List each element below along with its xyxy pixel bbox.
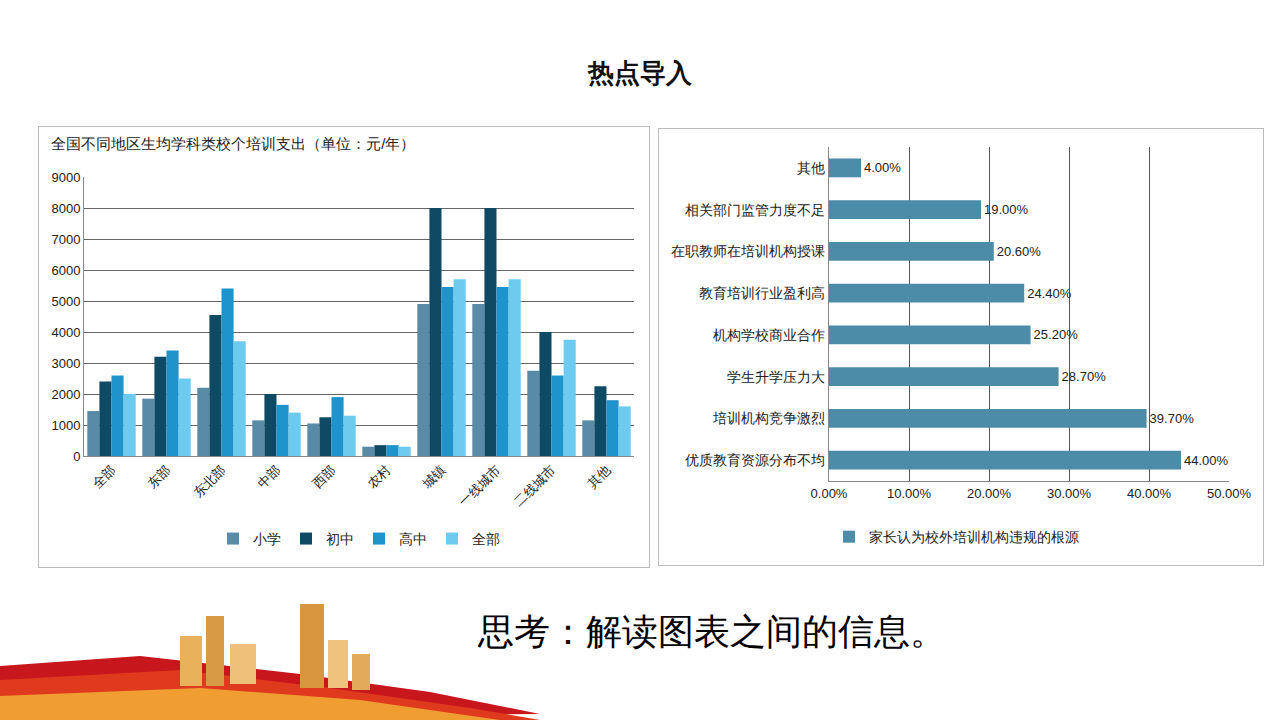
html-text:热点导入: 热点导入 [588, 59, 692, 88]
svg-text:40.00%: 40.00% [1127, 486, 1172, 501]
svg-text:家长认为校外培训机构违规的根源: 家长认为校外培训机构违规的根源 [869, 529, 1079, 545]
svg-text:50.00%: 50.00% [1207, 486, 1252, 501]
svg-text:机构学校商业合作: 机构学校商业合作 [713, 327, 825, 343]
svg-text:44.00%: 44.00% [1184, 453, 1229, 468]
svg-text:城镇: 城镇 [419, 462, 449, 492]
svg-text:25.20%: 25.20% [1034, 327, 1079, 342]
svg-text:9000: 9000 [51, 170, 80, 185]
svg-text:10.00%: 10.00% [887, 486, 932, 501]
svg-text:培训机构竞争激烈: 培训机构竞争激烈 [712, 410, 825, 426]
svg-text:1000: 1000 [51, 418, 80, 433]
svg-text:农村: 农村 [364, 462, 393, 491]
svg-text:教育培训行业盈利高: 教育培训行业盈利高 [699, 285, 825, 301]
svg-text:8000: 8000 [51, 201, 80, 216]
svg-text:中部: 中部 [254, 462, 283, 491]
html-text:思考：解读图表之间的信息。: 思考：解读图表之间的信息。 [478, 612, 946, 652]
svg-text:学生升学压力大: 学生升学压力大 [727, 369, 825, 385]
svg-text:0: 0 [73, 449, 80, 464]
svg-text:初中: 初中 [326, 531, 354, 547]
svg-text:其他: 其他 [797, 160, 825, 176]
svg-text:19.00%: 19.00% [984, 202, 1029, 217]
svg-text:20.60%: 20.60% [997, 244, 1042, 259]
svg-text:二线城市: 二线城市 [511, 462, 558, 509]
svg-text:东部: 东部 [144, 462, 173, 491]
svg-text:4.00%: 4.00% [864, 160, 901, 175]
svg-text:2000: 2000 [51, 387, 80, 402]
svg-text:优质教育资源分布不均: 优质教育资源分布不均 [685, 452, 825, 468]
svg-text:0.00%: 0.00% [811, 486, 848, 501]
svg-text:4000: 4000 [51, 325, 80, 340]
svg-text:7000: 7000 [51, 232, 80, 247]
svg-text:3000: 3000 [51, 356, 80, 371]
svg-text:30.00%: 30.00% [1047, 486, 1092, 501]
svg-text:东北部: 东北部 [190, 462, 228, 500]
svg-text:一线城市: 一线城市 [456, 462, 503, 509]
svg-text:西部: 西部 [309, 462, 338, 491]
svg-text:在职教师在培训机构授课: 在职教师在培训机构授课 [671, 243, 825, 259]
svg-text:高中: 高中 [399, 531, 427, 547]
svg-text:20.00%: 20.00% [967, 486, 1012, 501]
svg-text:5000: 5000 [51, 294, 80, 309]
svg-text:28.70%: 28.70% [1062, 369, 1107, 384]
svg-text:相关部门监管力度不足: 相关部门监管力度不足 [685, 202, 825, 218]
svg-text:其他: 其他 [584, 462, 613, 491]
svg-text:全部: 全部 [89, 462, 118, 491]
svg-text:全部: 全部 [472, 531, 500, 547]
svg-text:全国不同地区生均学科类校个培训支出（单位：元/年）: 全国不同地区生均学科类校个培训支出（单位：元/年） [51, 135, 415, 152]
svg-text:小学: 小学 [253, 531, 281, 547]
svg-text:39.70%: 39.70% [1150, 411, 1195, 426]
svg-text:6000: 6000 [51, 263, 80, 278]
svg-text:24.40%: 24.40% [1027, 286, 1072, 301]
